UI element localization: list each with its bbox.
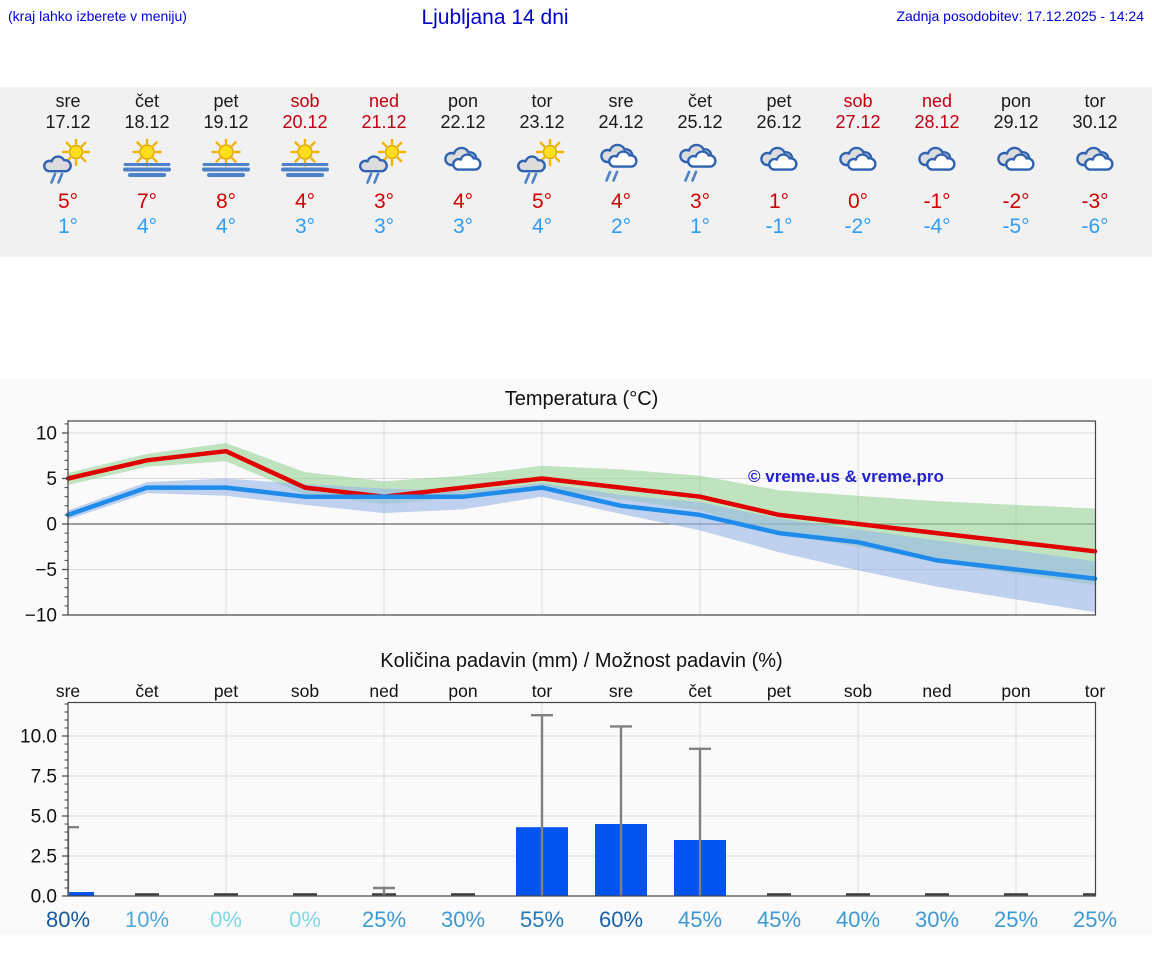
forecast-day: pon 29.12 -2° -5°	[977, 87, 1056, 239]
cloudy-rain-icon	[593, 139, 649, 187]
day-name: sre	[55, 91, 81, 111]
day-name: ned	[368, 91, 400, 111]
day-date: 20.12	[282, 112, 328, 132]
low-temp: 1°	[689, 215, 711, 238]
forecast-day: čet 18.12 7° 4°	[108, 87, 187, 239]
forecast-day: sre 24.12 4° 2°	[582, 87, 661, 239]
high-temp: 1°	[768, 190, 790, 213]
forecast-day: sre 17.12 5° 1°	[29, 87, 108, 239]
day-name: ned	[921, 91, 953, 111]
day-name: sre	[608, 91, 634, 111]
high-temp: -3°	[1081, 190, 1109, 213]
forecast-day: sob 20.12 4° 3°	[266, 87, 345, 239]
low-temp: 4°	[215, 215, 237, 238]
last-update-text: Zadnja posodobitev: 17.12.2025 - 14:24	[896, 8, 1144, 24]
day-name: čet	[134, 91, 159, 111]
day-date: 18.12	[124, 112, 170, 132]
forecast-day: pet 19.12 8° 4°	[187, 87, 266, 239]
day-date: 17.12	[45, 112, 91, 132]
day-name: sob	[843, 91, 873, 111]
low-temp: 3°	[452, 215, 474, 238]
day-date: 23.12	[519, 112, 565, 132]
forecast-day: čet 25.12 3° 1°	[661, 87, 740, 239]
day-date: 28.12	[914, 112, 960, 132]
high-temp: 3°	[689, 190, 711, 213]
sun-fog-icon	[119, 137, 175, 187]
day-name: tor	[1084, 91, 1106, 111]
day-date: 24.12	[598, 112, 644, 132]
high-temp: 5°	[531, 190, 553, 213]
sun-fog-icon	[198, 137, 254, 187]
daily-forecast-strip: sre 17.12 5° 1° čet 18.12 7° 4° pet 19.12 8° 4° sob 2…	[0, 87, 1152, 257]
low-temp: -2°	[844, 215, 872, 238]
low-temp: 1°	[57, 215, 79, 238]
day-name: pet	[766, 91, 792, 111]
low-temp: 2°	[610, 215, 632, 238]
high-temp: 8°	[215, 190, 237, 213]
sun-fog-icon	[277, 137, 333, 187]
forecast-day: sob 27.12 0° -2°	[819, 87, 898, 239]
page-title: Ljubljana 14 dni	[421, 6, 569, 29]
day-date: 22.12	[440, 112, 486, 132]
cloudy-icon	[988, 139, 1044, 187]
day-date: 21.12	[361, 112, 407, 132]
cloudy-icon	[909, 139, 965, 187]
forecast-day: tor 23.12 5° 4°	[503, 87, 582, 239]
watermark: © vreme.us & vreme.pro	[748, 467, 944, 486]
day-date: 29.12	[993, 112, 1039, 132]
sun-cloud-rain-icon	[40, 137, 96, 187]
location-menu-note: (kraj lahko izberete v meniju)	[8, 8, 187, 24]
high-temp: 0°	[847, 190, 869, 213]
low-temp: -4°	[923, 215, 951, 238]
cloudy-rain-icon	[672, 139, 728, 187]
day-name: pon	[1000, 91, 1032, 111]
day-date: 19.12	[203, 112, 249, 132]
forecast-day: tor 30.12 -3° -6°	[1056, 87, 1135, 239]
day-date: 25.12	[677, 112, 723, 132]
forecast-day: pon 22.12 4° 3°	[424, 87, 503, 239]
precipitation-chart-title: Količina padavin (mm) / Možnost padavin …	[380, 650, 783, 672]
day-name: tor	[531, 91, 553, 111]
high-temp: 3°	[373, 190, 395, 213]
high-temp: -2°	[1002, 190, 1030, 213]
cloudy-icon	[830, 139, 886, 187]
forecast-day: pet 26.12 1° -1°	[740, 87, 819, 239]
low-temp: 3°	[373, 215, 395, 238]
low-temp: 4°	[136, 215, 158, 238]
day-date: 30.12	[1072, 112, 1118, 132]
forecast-day: ned 21.12 3° 3°	[345, 87, 424, 239]
sun-cloud-rain-icon	[514, 137, 570, 187]
day-name: čet	[687, 91, 712, 111]
forecast-day: ned 28.12 -1° -4°	[898, 87, 977, 239]
high-temp: 5°	[57, 190, 79, 213]
day-date: 26.12	[756, 112, 802, 132]
low-temp: 3°	[294, 215, 316, 238]
sun-cloud-rain-icon	[356, 137, 412, 187]
high-temp: 4°	[294, 190, 316, 213]
cloudy-icon	[1067, 139, 1123, 187]
day-name: pon	[447, 91, 479, 111]
low-temp: 4°	[531, 215, 553, 238]
high-temp: 4°	[452, 190, 474, 213]
high-temp: 4°	[610, 190, 632, 213]
low-temp: -6°	[1081, 215, 1109, 238]
cloudy-icon	[435, 139, 491, 187]
low-temp: -5°	[1002, 215, 1030, 238]
high-temp: -1°	[923, 190, 951, 213]
low-temp: -1°	[765, 215, 793, 238]
high-temp: 7°	[136, 190, 158, 213]
day-name: sob	[290, 91, 320, 111]
cloudy-icon	[751, 139, 807, 187]
day-date: 27.12	[835, 112, 881, 132]
temperature-chart-title: Temperatura (°C)	[504, 388, 659, 410]
day-name: pet	[213, 91, 239, 111]
